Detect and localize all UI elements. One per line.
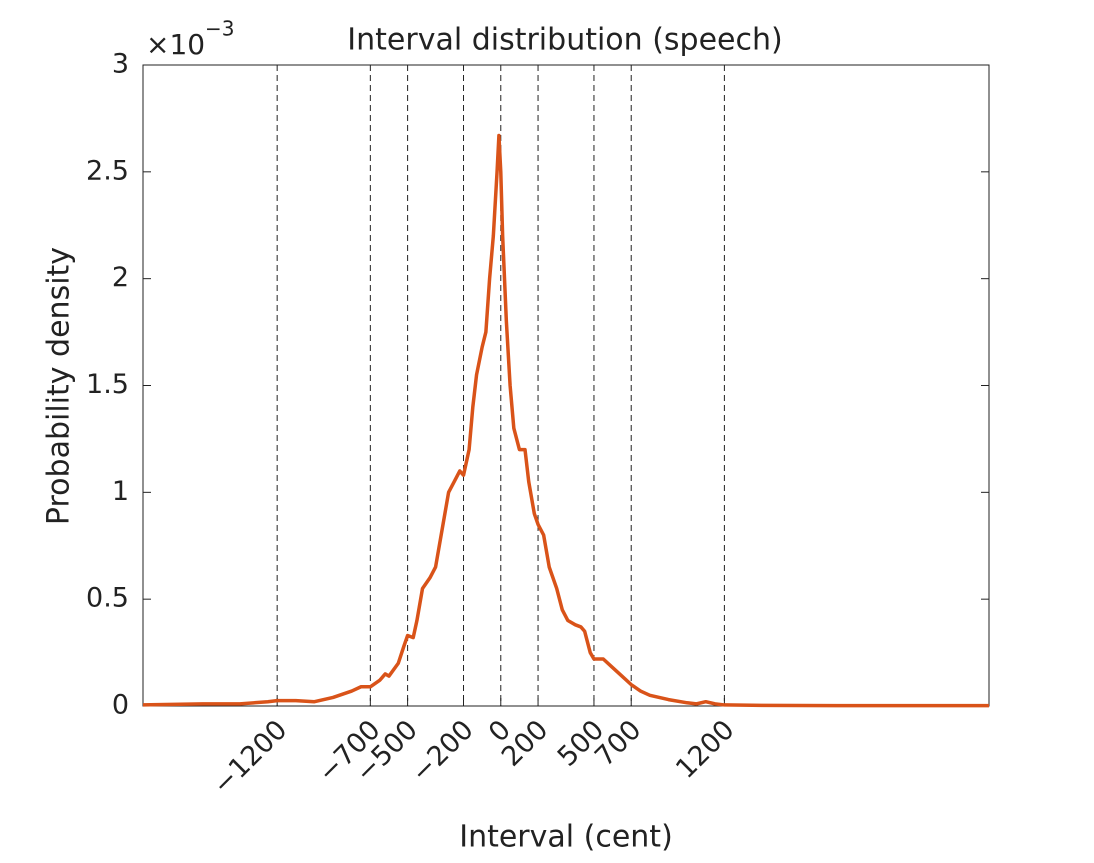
x-tick-label: −200 [405,714,479,788]
y-multiplier-exponent: −3 [205,17,234,41]
x-tick-label: −1200 [207,714,294,801]
y-tick-label: 1.5 [86,369,129,400]
y-tick-label: 0 [112,690,129,721]
y-tick-label: 1 [112,476,129,507]
x-axis-label: Interval (cent) [459,820,673,855]
data-line [142,133,989,708]
y-tick-label: 0.5 [86,583,129,614]
x-tick-label: 1200 [670,714,741,785]
x-tick-label: 700 [589,714,647,772]
y-axis-label: Probability density [42,247,77,525]
y-tick-label: 3 [112,49,129,80]
y-tick-label: 2.5 [86,155,129,186]
y-multiplier-base: ×10 [146,28,205,61]
x-tick-label: 200 [496,714,554,772]
chart-title: Interval distribution (speech) [347,23,782,58]
y-tick-label: 2 [112,262,129,293]
plot-frame [142,64,990,707]
